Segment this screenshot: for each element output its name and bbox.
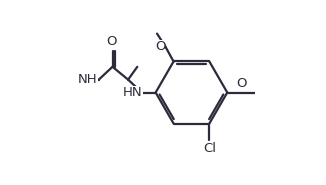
Text: NH: NH <box>78 73 97 86</box>
Text: O: O <box>236 77 246 90</box>
Text: HN: HN <box>123 86 143 99</box>
Text: Cl: Cl <box>203 142 216 155</box>
Text: O: O <box>106 35 116 48</box>
Text: O: O <box>155 40 165 53</box>
